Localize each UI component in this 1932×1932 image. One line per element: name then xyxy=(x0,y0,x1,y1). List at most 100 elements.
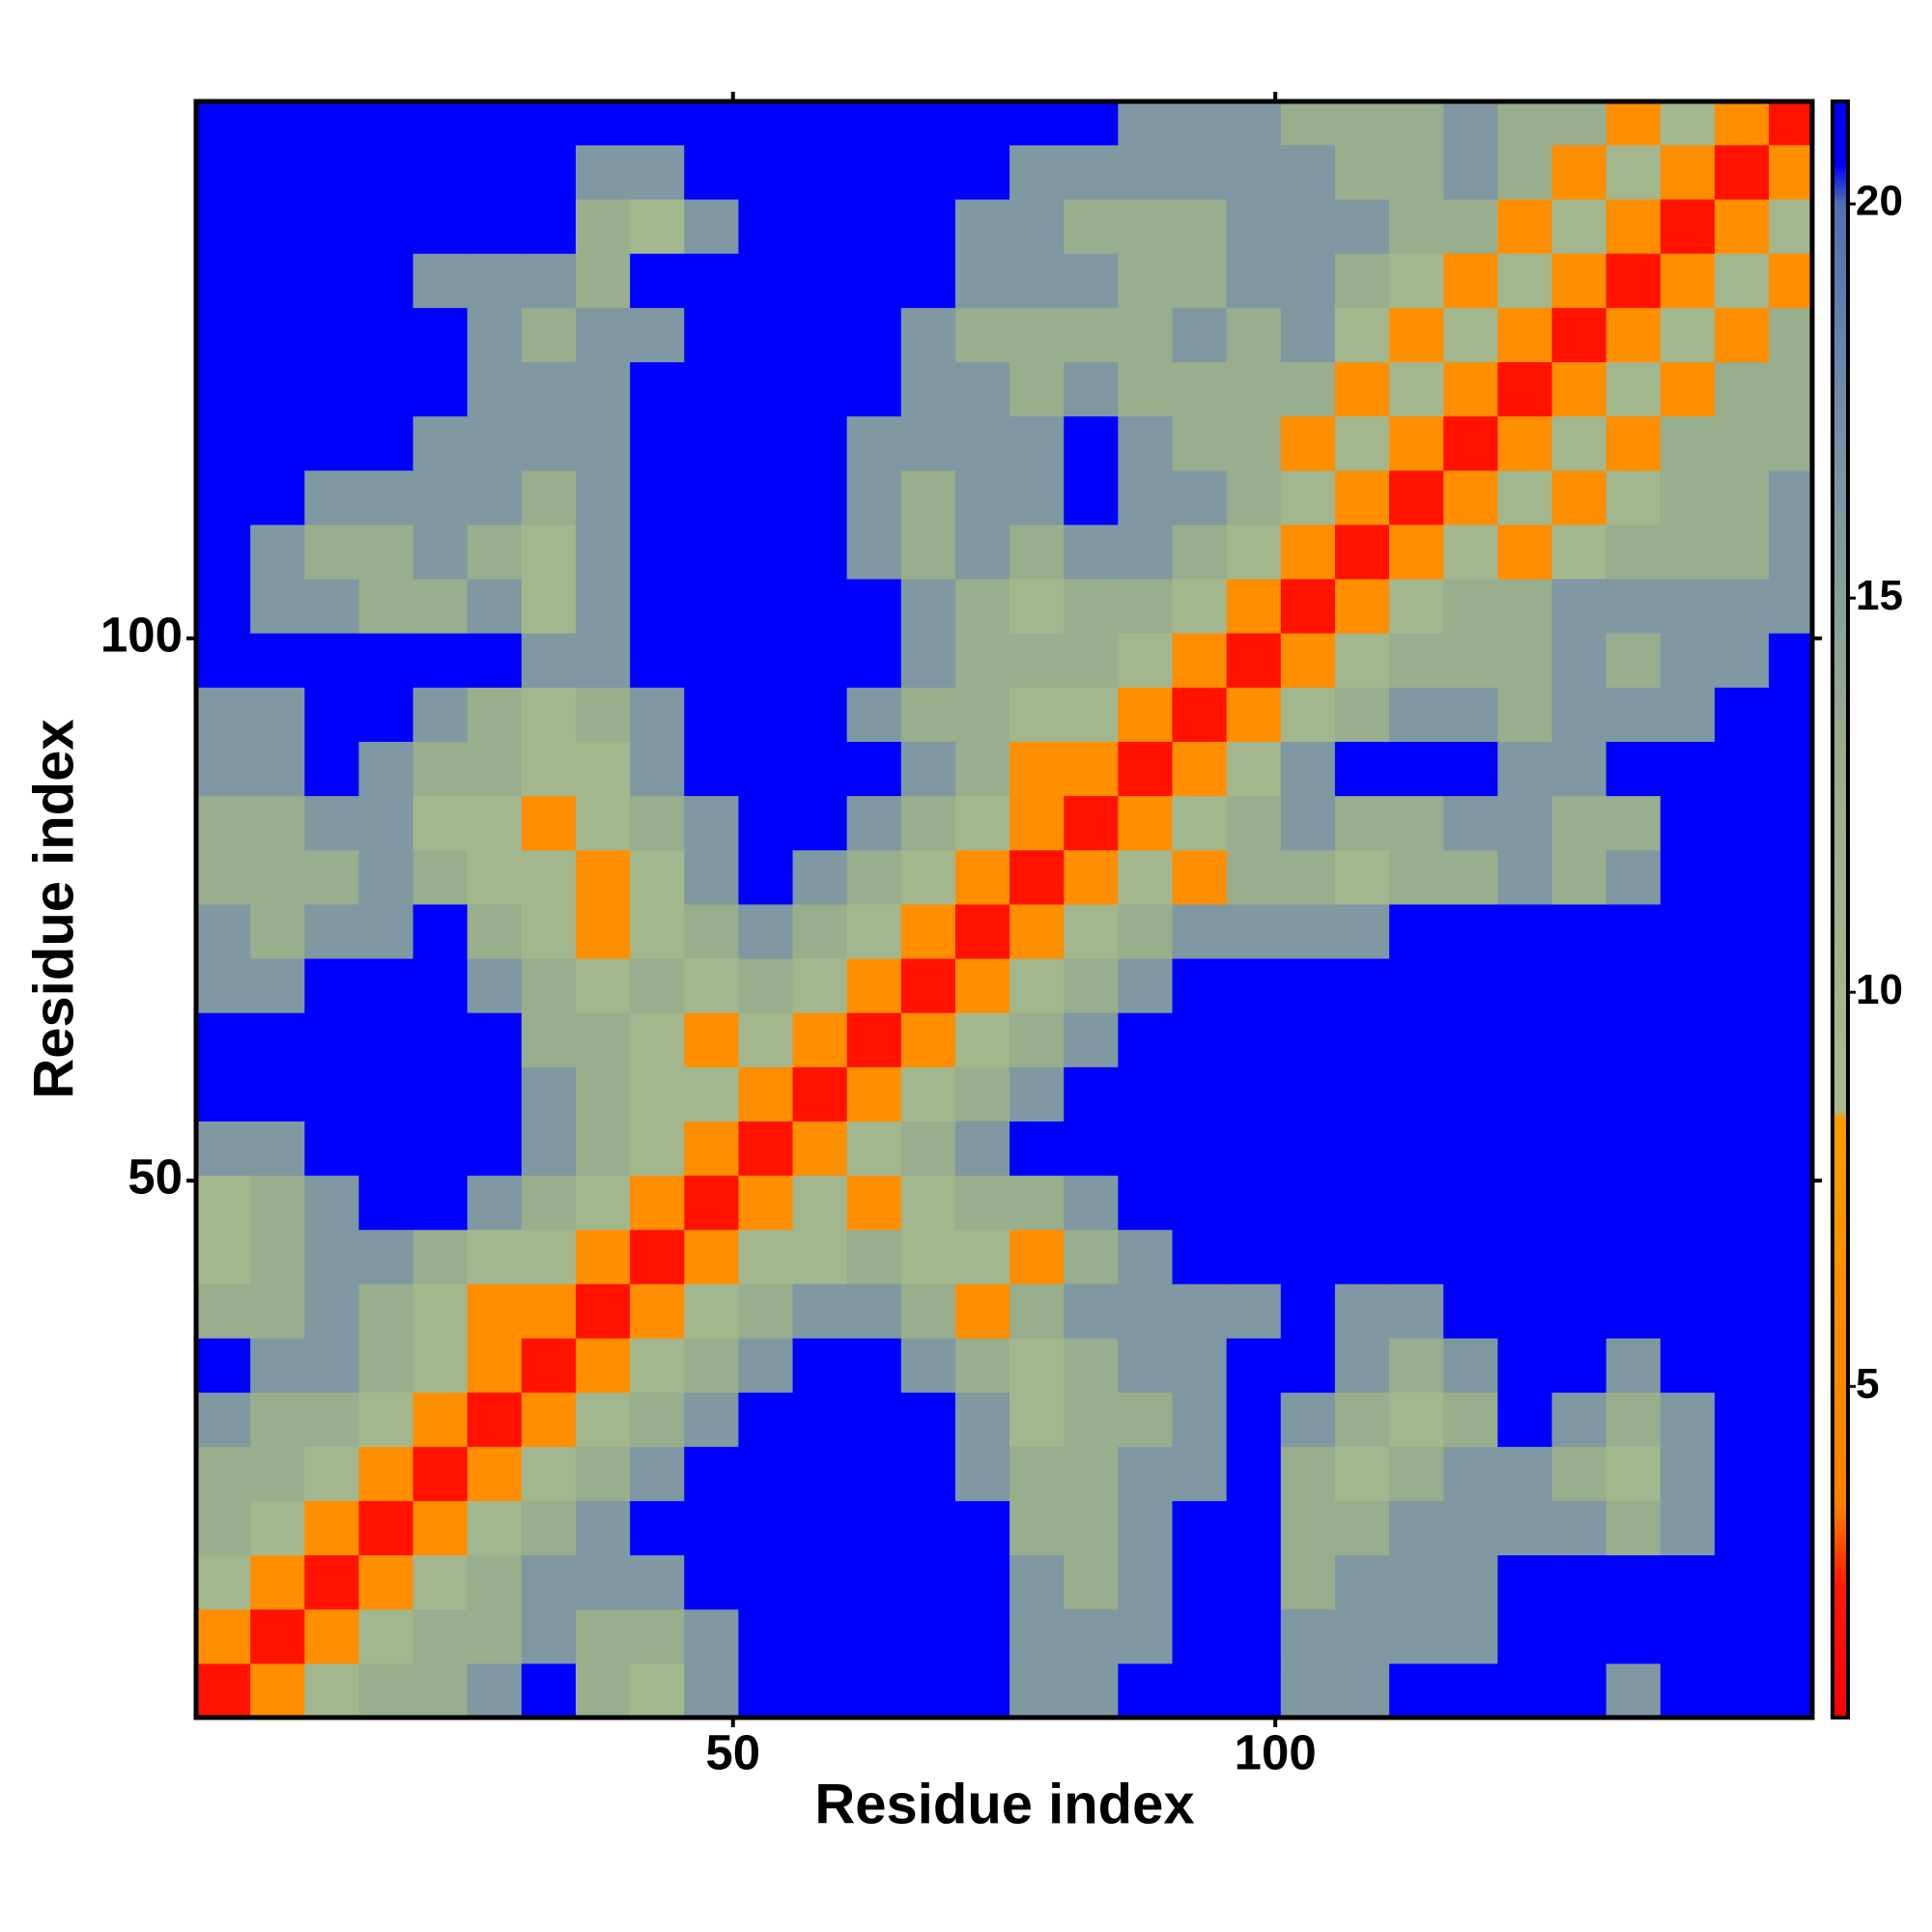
heatmap-cell xyxy=(1334,795,1390,851)
heatmap-cell xyxy=(738,687,794,742)
heatmap-cell xyxy=(792,741,848,797)
heatmap-cell xyxy=(738,1608,794,1664)
heatmap-cell xyxy=(684,1283,739,1339)
heatmap-cell xyxy=(846,795,902,851)
heatmap-cell xyxy=(358,1662,414,1719)
heatmap-cell xyxy=(196,524,251,580)
heatmap-cell xyxy=(792,958,848,1013)
heatmap-cell xyxy=(684,1229,739,1285)
heatmap-cell xyxy=(1389,903,1444,959)
heatmap-cell xyxy=(1389,1554,1444,1610)
heatmap-cell xyxy=(900,144,956,200)
heatmap-cell xyxy=(1714,361,1770,417)
heatmap-cell xyxy=(1009,1175,1065,1231)
heatmap-cell xyxy=(412,579,469,634)
heatmap-cell xyxy=(1280,1500,1336,1556)
heatmap-cell xyxy=(467,1175,523,1231)
heatmap-cell xyxy=(1226,1175,1282,1231)
heatmap-cell xyxy=(1443,1554,1498,1610)
heatmap-cell xyxy=(1389,1012,1444,1067)
heatmap-cell xyxy=(1551,524,1607,580)
heatmap-cell xyxy=(1443,101,1498,146)
heatmap-cell xyxy=(1064,469,1119,526)
heatmap-cell xyxy=(1660,903,1716,959)
heatmap-cell xyxy=(630,253,685,308)
heatmap-cell xyxy=(1118,1229,1174,1285)
heatmap-cell xyxy=(304,361,359,417)
heatmap-cell xyxy=(250,903,305,959)
heatmap-cell xyxy=(358,633,414,688)
heatmap-cell xyxy=(1172,795,1228,851)
heatmap-cell xyxy=(1009,1012,1065,1067)
heatmap-cell xyxy=(412,741,469,797)
heatmap-cell xyxy=(1605,1121,1662,1177)
heatmap-cell xyxy=(1551,199,1607,254)
heatmap-cell xyxy=(1280,1283,1336,1339)
heatmap-cell xyxy=(1280,361,1336,417)
heatmap-cell xyxy=(1605,1066,1662,1122)
heatmap-cell xyxy=(1334,903,1390,959)
heatmap-cell xyxy=(1660,1012,1716,1067)
heatmap-cell xyxy=(792,415,848,471)
heatmap-cell xyxy=(1443,1608,1498,1664)
heatmap-cell xyxy=(467,524,523,580)
heatmap-cell xyxy=(1497,579,1553,634)
heatmap-cell xyxy=(900,958,956,1013)
heatmap-cell xyxy=(1389,361,1444,417)
heatmap-cell xyxy=(1009,1554,1065,1610)
heatmap-cell xyxy=(684,469,739,526)
heatmap-cell xyxy=(738,579,794,634)
heatmap-cell xyxy=(900,524,956,580)
heatmap-cell xyxy=(684,687,739,742)
heatmap-cell xyxy=(900,307,956,362)
heatmap-cell xyxy=(1064,361,1119,417)
heatmap-cell xyxy=(1226,1283,1282,1339)
heatmap-cell xyxy=(738,361,794,417)
heatmap-cell xyxy=(1118,1012,1174,1067)
heatmap-cell xyxy=(1497,1283,1553,1339)
heatmap-cell xyxy=(1714,307,1770,362)
heatmap-cell xyxy=(1714,101,1770,146)
heatmap-cell xyxy=(792,1283,848,1339)
heatmap-cell xyxy=(358,1608,414,1664)
heatmap-cell xyxy=(1064,1392,1119,1447)
heatmap-cell xyxy=(1605,1392,1662,1447)
heatmap-cell xyxy=(1226,101,1282,146)
heatmap-cell xyxy=(304,199,359,254)
heatmap-cell xyxy=(1769,1283,1813,1339)
heatmap-cell xyxy=(575,633,631,688)
heatmap-cell xyxy=(467,1283,523,1339)
heatmap-cell xyxy=(1172,253,1228,308)
heatmap-cell xyxy=(1118,1446,1174,1501)
heatmap-cell xyxy=(250,1175,305,1231)
heatmap-cell xyxy=(738,199,794,254)
heatmap-cell xyxy=(1605,741,1662,797)
heatmap-cell xyxy=(954,469,1010,526)
heatmap-cell xyxy=(196,903,251,959)
heatmap-cell xyxy=(738,1012,794,1067)
heatmap-cell xyxy=(900,633,956,688)
heatmap-cell xyxy=(1660,741,1716,797)
heatmap-cell xyxy=(1714,469,1770,526)
heatmap-cell xyxy=(1009,1121,1065,1177)
heatmap-cell xyxy=(1660,101,1716,146)
heatmap-cell xyxy=(1280,144,1336,200)
heatmap-cell xyxy=(196,307,251,362)
plot-frame xyxy=(193,99,1815,1720)
heatmap-cell xyxy=(521,1554,577,1610)
heatmap-cell xyxy=(1660,253,1716,308)
heatmap-cell xyxy=(846,741,902,797)
heatmap-cell xyxy=(250,1283,305,1339)
heatmap-cell xyxy=(1280,1662,1336,1719)
heatmap-cell xyxy=(1605,849,1662,905)
heatmap-cell xyxy=(1064,1608,1119,1664)
heatmap-cell xyxy=(1443,741,1498,797)
heatmap-cell xyxy=(1551,1229,1607,1285)
heatmap-cell xyxy=(575,469,631,526)
heatmap-cell xyxy=(304,1662,359,1719)
heatmap-cell xyxy=(467,1012,523,1067)
heatmap-cell xyxy=(738,795,794,851)
heatmap-cell xyxy=(900,795,956,851)
heatmap-cell xyxy=(1389,144,1444,200)
